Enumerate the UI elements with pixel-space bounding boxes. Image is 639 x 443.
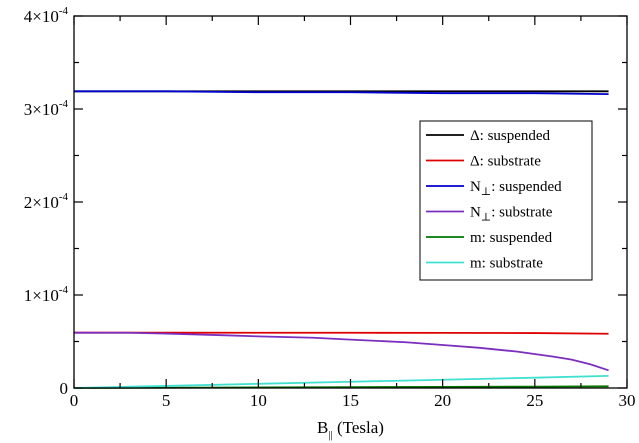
- legend-label-main: N: [470, 205, 481, 221]
- y-tick-label-base: 2×10: [24, 193, 59, 212]
- y-tick-label-base: 1×10: [24, 286, 59, 305]
- x-axis-label: B|| (Tesla): [317, 418, 384, 441]
- legend-label: Δ: suspended: [470, 128, 551, 144]
- legend-label: N⊥: suspended: [470, 179, 562, 198]
- legend-label: Δ: substrate: [470, 154, 541, 170]
- x-axis-label-rest: (Tesla): [333, 418, 384, 437]
- x-tick-label: 25: [526, 391, 543, 410]
- x-tick-label: 5: [162, 391, 171, 410]
- y-tick-label-exponent: -4: [59, 5, 69, 17]
- x-tick-label: 30: [619, 391, 636, 410]
- y-tick-label: 1×10-4: [24, 284, 69, 305]
- series-line: [74, 331, 609, 335]
- x-axis-label-subscript: ||: [328, 429, 332, 441]
- y-tick-label-exponent: -4: [59, 191, 69, 203]
- legend-label-subscript: ⊥: [481, 186, 491, 198]
- legend-label: N⊥: substrate: [470, 205, 553, 224]
- y-tick-label-exponent: -4: [59, 98, 69, 110]
- x-tick-label: 10: [250, 391, 267, 410]
- y-tick-label: 2×10-4: [24, 191, 69, 212]
- x-tick-label: 0: [70, 391, 79, 410]
- x-tick-label: 20: [434, 391, 451, 410]
- series-line: [73, 331, 609, 372]
- legend-box: [419, 120, 593, 281]
- y-tick-label: 3×10-4: [24, 98, 69, 119]
- y-tick-label-exponent: -4: [59, 284, 69, 296]
- y-tick-label: 4×10-4: [24, 5, 69, 26]
- x-tick-label: 15: [342, 391, 359, 410]
- y-tick-label-base: 4×10: [24, 7, 59, 26]
- legend-label: m: substrate: [470, 256, 543, 272]
- legend-label: m: suspended: [470, 230, 553, 246]
- legend-label-main: N: [470, 179, 481, 195]
- legend-label-subscript: ⊥: [481, 212, 491, 224]
- y-tick-label-base: 3×10: [24, 100, 59, 119]
- legend-label-rest: : suspended: [491, 179, 562, 195]
- legend-label-rest: : substrate: [491, 205, 553, 221]
- series-line: [74, 90, 609, 96]
- y-tick-label: 0: [60, 379, 69, 398]
- x-axis-label-main: B: [317, 418, 328, 437]
